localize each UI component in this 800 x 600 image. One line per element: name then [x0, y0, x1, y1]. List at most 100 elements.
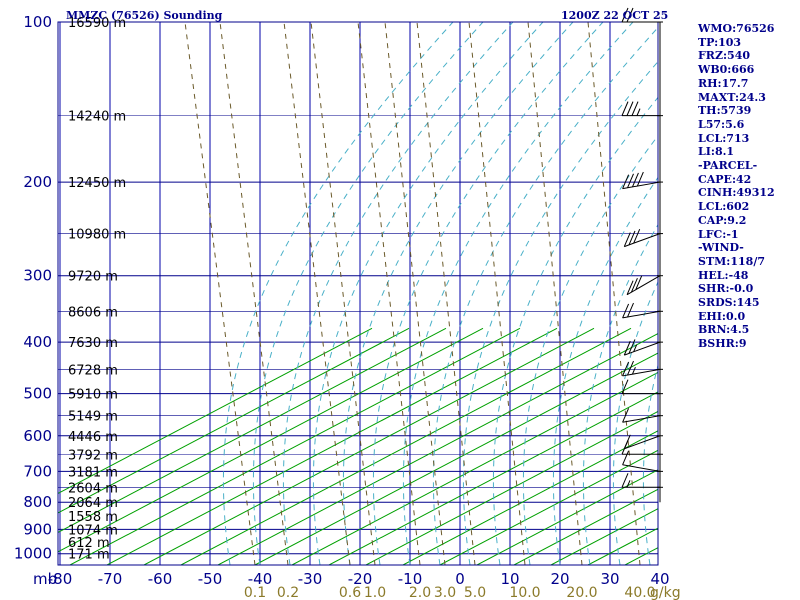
- dry-adiabat-line: [217, 332, 658, 565]
- mixing-ratio-line: [587, 22, 641, 565]
- height-label: 7630 m: [68, 336, 118, 351]
- pressure-unit-label: mb: [33, 570, 57, 588]
- mixing-ratio-label: 1.0: [364, 585, 386, 600]
- mixing-ratio-label: 0.6: [339, 585, 361, 600]
- pressure-tick-label: 300: [23, 267, 52, 285]
- temperature-tick-label: -10: [398, 570, 423, 588]
- wind-barb: [621, 440, 663, 455]
- stat-1: TP:103: [698, 35, 742, 49]
- stat-8: LCL:713: [698, 131, 750, 145]
- dry-adiabat-line: [402, 430, 658, 565]
- wind-barb: [622, 450, 663, 472]
- height-label: 171 m: [68, 548, 110, 563]
- temperature-tick-label: -30: [298, 570, 323, 588]
- mixing-ratio-label: 10.0: [509, 585, 540, 600]
- stat-12: CINH:49312: [698, 186, 775, 200]
- mixing-ratio-label: 3.0: [434, 585, 456, 600]
- mixing-ratio-label: 2.0: [409, 585, 431, 600]
- height-label: 10980 m: [68, 228, 126, 243]
- pressure-tick-label: 700: [23, 462, 52, 480]
- stat-20: SRDS:145: [698, 296, 760, 310]
- dry-adiabat-line: [699, 328, 800, 565]
- dry-adiabat-line: [291, 371, 658, 565]
- pressure-tick-label: 200: [23, 173, 52, 191]
- wind-barb: [621, 101, 663, 117]
- pressure-tick-label: 900: [23, 520, 52, 538]
- stats-panel: WMO:76526 TP:103 FRZ:540 WB0:666 RH:17.7 MAXT…: [698, 22, 798, 351]
- stat-3: WB0:666: [698, 63, 755, 77]
- height-label: 5910 m: [68, 388, 118, 403]
- mixing-ratio-unit: g/kg: [650, 585, 681, 600]
- dry-adiabat-line: [773, 328, 800, 565]
- stat-23: BSHR:9: [698, 337, 747, 351]
- dry-adiabat-line: [58, 327, 447, 533]
- dry-adiabat-line: [58, 327, 484, 553]
- wind-barb: [622, 302, 663, 319]
- wind-barb: [621, 379, 663, 395]
- stat-22: BRN:4.5: [698, 323, 750, 337]
- wind-barb: [626, 275, 663, 296]
- temperature-tick-label: -70: [98, 570, 123, 588]
- stat-9: LI:8.1: [698, 145, 735, 159]
- mixing-ratio-line: [184, 22, 256, 565]
- mixing-ratio-label: 40.0: [624, 585, 655, 600]
- temperature-tick-label: 40: [650, 570, 669, 588]
- stat-10: -PARCEL-: [698, 159, 758, 173]
- dry-adiabat-line: [513, 488, 658, 565]
- moist-adiabat-line: [582, 223, 658, 565]
- pressure-tick-label: 400: [23, 333, 52, 351]
- mixing-ratio-label: 0.1: [244, 585, 266, 600]
- temperature-tick-label: 30: [600, 570, 619, 588]
- height-label: 6728 m: [68, 363, 118, 378]
- chart-title-station: MMZC (76526) Sounding: [66, 9, 223, 22]
- mixing-ratio-line: [527, 22, 583, 565]
- plot-frame: [57, 21, 659, 566]
- stat-5: MAXT:24.3: [698, 90, 766, 104]
- pressure-tick-label: 100: [23, 13, 52, 31]
- stat-16: -WIND-: [698, 241, 744, 255]
- moist-adiabat-line: [462, 60, 658, 565]
- dry-adiabat-line: [106, 327, 558, 565]
- dry-adiabat-line: [180, 327, 632, 565]
- temperature-tick-label: 0: [455, 570, 465, 588]
- height-label: 14240 m: [68, 110, 126, 125]
- height-label: 1558 m: [68, 510, 118, 525]
- stat-6: TH:5739: [698, 104, 752, 118]
- wind-barb: [622, 360, 663, 377]
- moist-adiabat-line: [522, 134, 658, 565]
- moist-adiabat-line: [492, 96, 658, 565]
- stat-17: STM:118/7: [698, 254, 765, 268]
- dry-adiabat-line: [328, 391, 658, 565]
- pressure-tick-label: 600: [23, 427, 52, 445]
- moist-adiabat-line: [612, 281, 658, 565]
- moist-adiabat-line: [222, 22, 454, 565]
- stat-19: SHR:-0.0: [698, 282, 754, 296]
- moist-adiabat-line: [372, 22, 604, 565]
- moist-adiabat-line: [432, 26, 658, 565]
- mixing-ratio-line: [384, 22, 446, 565]
- height-label: 612 m: [68, 536, 110, 551]
- pressure-tick-label: 800: [23, 493, 52, 511]
- plot-area: [58, 22, 800, 565]
- dry-adiabat-line: [439, 449, 658, 565]
- wind-barb: [622, 171, 663, 190]
- height-label: 2064 m: [68, 496, 118, 511]
- stat-4: RH:17.7: [698, 76, 749, 90]
- chart-title-time: 1200Z 22 OCT 25: [561, 9, 669, 22]
- wind-barb: [623, 228, 663, 248]
- stat-11: CAPE:42: [698, 172, 752, 186]
- height-label: 3792 m: [68, 448, 118, 463]
- dry-adiabat-line: [143, 327, 595, 565]
- stat-13: LCL:602: [698, 200, 750, 214]
- stat-18: HEL:-48: [698, 268, 749, 282]
- dry-adiabat-line: [254, 352, 658, 565]
- wind-barb: [621, 473, 663, 488]
- temperature-tick-label: -80: [48, 570, 73, 588]
- dry-adiabat-line: [69, 327, 521, 565]
- mixing-ratio-line: [357, 22, 421, 565]
- stat-7: L57:5.6: [698, 117, 745, 131]
- dry-adiabat-line: [550, 508, 658, 565]
- height-label: 1074 m: [68, 523, 118, 538]
- height-label: 12450 m: [68, 176, 126, 191]
- moist-adiabat-line: [642, 363, 658, 565]
